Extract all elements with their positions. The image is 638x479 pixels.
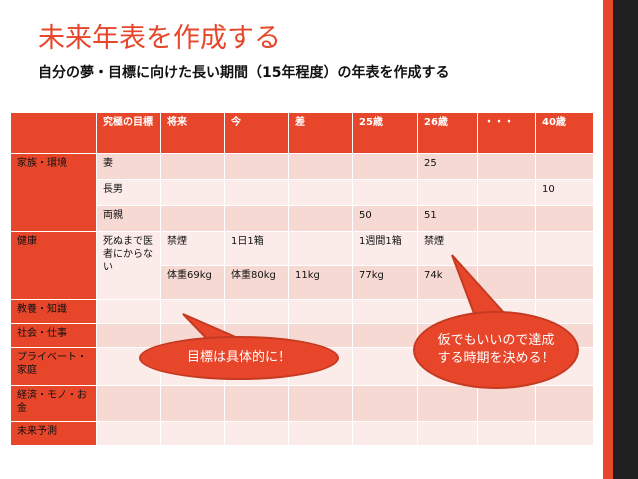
table-cell: 体重69kg (160, 265, 225, 300)
table-cell (288, 299, 353, 324)
future-timeline-table: 究極の目標 将来 今 差 25歳 26歳 ・・・ 40歳 家族・環境 妻 25 … (10, 112, 594, 446)
table-row: 家族・環境 妻 25 (10, 153, 594, 232)
table-cell: 禁煙 (160, 231, 225, 266)
table-cell (352, 347, 418, 386)
table-cell (477, 153, 536, 180)
table-cell (160, 385, 225, 422)
callout-text: 目標は具体的に！ (186, 350, 291, 365)
table-cell (96, 299, 161, 324)
header-age-40: 40歳 (535, 112, 594, 154)
category-work: 社会・仕事 (10, 323, 97, 348)
table-cell (160, 299, 225, 324)
table-cell (288, 421, 353, 446)
table-cell (352, 421, 418, 446)
header-cell-empty (10, 112, 97, 154)
callout-specific-goal: 目標は具体的に！ (139, 336, 339, 380)
table-cell (352, 323, 418, 348)
right-dark-bar (613, 0, 638, 479)
table-row: 両親 50 51 (11, 205, 594, 232)
table-cell (224, 385, 289, 422)
right-accent-bar (603, 0, 613, 479)
table-cell (224, 153, 289, 180)
table-cell (477, 265, 536, 300)
table-cell (224, 299, 289, 324)
slide-title: 未来年表を作成する (38, 23, 281, 54)
table-cell: 50 (352, 205, 418, 232)
table-cell (96, 385, 161, 422)
table-cell (160, 421, 225, 446)
table-cell: 1週間1箱 (352, 231, 418, 266)
table-row: 教養・知識 (10, 299, 594, 324)
table-cell (535, 265, 594, 300)
table-row: 健康 死ぬまで医者にからない 禁煙 1日1箱 1週間1箱 禁煙 (10, 231, 594, 300)
table-cell (477, 421, 536, 446)
table-cell (288, 385, 353, 422)
category-family: 家族・環境 (10, 153, 97, 232)
table-cell: 1日1箱 (224, 231, 289, 266)
table-cell (288, 231, 353, 266)
header-ultimate-goal: 究極の目標 (96, 112, 161, 154)
table-cell (417, 179, 478, 206)
table-cell (535, 205, 594, 232)
table-cell (417, 421, 478, 446)
table-cell (352, 153, 418, 180)
header-ellipsis: ・・・ (477, 112, 536, 154)
table-cell (352, 179, 418, 206)
table-row: 経済・モノ・お金 (10, 385, 594, 422)
header-age-25: 25歳 (352, 112, 418, 154)
table-cell (535, 153, 594, 180)
table-cell (160, 179, 225, 206)
table-cell: 10 (535, 179, 594, 206)
table-cell (160, 153, 225, 180)
table-cell (477, 205, 536, 232)
table-cell (288, 179, 353, 206)
table-cell (417, 385, 478, 422)
table-cell: 51 (417, 205, 478, 232)
category-health: 健康 (10, 231, 97, 300)
table-cell (224, 179, 289, 206)
table-cell (96, 421, 161, 446)
table-cell (224, 421, 289, 446)
table-cell (535, 385, 594, 422)
table-cell: 長男 (96, 179, 161, 206)
table-row: 長男 10 (11, 179, 594, 206)
table-cell (224, 205, 289, 232)
table-cell: 死ぬまで医者にからない (96, 231, 161, 300)
slide-subtitle: 自分の夢・目標に向けた長い期間（15年程度）の年表を作成する (38, 65, 450, 81)
table-cell (288, 205, 353, 232)
table-cell (352, 385, 418, 422)
table-cell (288, 153, 353, 180)
table-cell (96, 323, 161, 348)
table-cell: 両親 (96, 205, 161, 232)
table-cell (477, 385, 536, 422)
table-cell: 禁煙 (417, 231, 478, 266)
category-private: プライベート・家庭 (10, 347, 97, 386)
table-cell: 74k (417, 265, 478, 300)
header-future: 将来 (160, 112, 225, 154)
category-finance: 経済・モノ・お金 (10, 385, 97, 422)
table-header-row: 究極の目標 将来 今 差 25歳 26歳 ・・・ 40歳 (10, 112, 594, 154)
table-cell: 77kg (352, 265, 418, 300)
table-cell: 体重80kg (224, 265, 289, 300)
header-age-26: 26歳 (417, 112, 478, 154)
table-cell (477, 231, 536, 266)
header-gap: 差 (288, 112, 353, 154)
table-row: 未来予測 (10, 421, 594, 446)
callout-set-deadline: 仮でもいいので達成する時期を決める！ (413, 311, 579, 389)
table-cell (535, 421, 594, 446)
category-future: 未来予測 (10, 421, 97, 446)
callout-text: 仮でもいいので達成する時期を決める！ (437, 333, 555, 366)
category-education: 教養・知識 (10, 299, 97, 324)
header-now: 今 (224, 112, 289, 154)
table-cell (160, 205, 225, 232)
table-cell: 11kg (288, 265, 353, 300)
table-cell (352, 299, 418, 324)
table-cell: 25 (417, 153, 478, 180)
table-cell (535, 231, 594, 266)
table-cell (477, 179, 536, 206)
table-cell: 妻 (96, 153, 161, 180)
